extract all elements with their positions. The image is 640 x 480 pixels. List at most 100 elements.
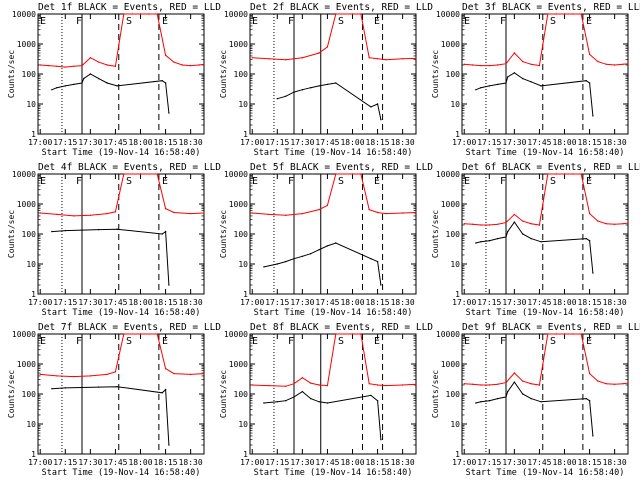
y-axis-label: Counts/sec [7,210,16,258]
x-tick-label: 17:45 [527,298,551,307]
detector-panel: Det 7f BLACK = Events, RED = LLD 1 10 100 10… [7,322,221,478]
panel-title: Det 4f BLACK = Events, RED = LLD [38,162,221,173]
y-axis-label: Counts/sec [219,210,228,258]
detector-panel: Det 9f BLACK = Events, RED = LLD 1 10 100 10… [431,322,640,478]
x-tick-label: 17:00 [28,458,52,467]
lld-series-point [335,173,337,175]
events-series-point [116,85,118,87]
region-label: E [252,16,258,27]
events-series-point [376,103,379,105]
x-axis-label: Start Time (19-Nov-14 16:58:40) [254,148,413,158]
lld-series-point [148,13,150,15]
lld-series-point [56,375,58,377]
lld-series-point [89,214,92,216]
events-series-point [301,390,304,393]
x-tick-label: 17:45 [315,138,339,147]
lld-series-point [513,213,516,216]
events-series-point [588,400,591,402]
x-tick-label: 18:15 [366,458,390,467]
lld-series-point [203,372,205,375]
y-axis-label: Counts/sec [7,370,16,418]
lld-series-point [156,13,158,15]
x-tick-label: 17:00 [452,138,476,147]
panel-title: Det 1f BLACK = Events, RED = LLD [38,2,221,13]
lld-series-point [530,383,532,385]
lld-series-point [538,64,541,67]
panel-title: Det 3f BLACK = Events, RED = LLD [462,2,640,13]
lld-series-point [203,63,205,65]
events-series-point [64,229,67,232]
events-series-point [505,82,507,84]
lld-series-point [198,64,200,66]
y-tick-label: 1000 [17,200,36,209]
events-series-point [168,112,170,114]
events-series-point [488,400,490,402]
lld-series-point [513,372,516,374]
x-tick-label: 17:30 [502,298,526,307]
y-tick-label: 1 [243,130,248,139]
lld-series-point [89,57,92,59]
events-series-point [276,98,278,100]
events-series-point [310,397,312,400]
region-label: S [338,16,344,27]
y-tick-label: 1 [31,130,36,139]
events-series-point [285,95,287,98]
lld-series-point [538,384,541,386]
lld-series-point [293,383,295,385]
events-series-point [585,397,587,400]
events-series-point [293,91,295,93]
x-axis-label: Start Time (19-Nov-14 16:58:40) [466,308,625,318]
lld-series-point [488,224,490,226]
lld-series-point [401,58,404,60]
lld-series-point [114,65,117,68]
region-label: E [586,176,592,187]
events-series-point [380,439,382,441]
y-tick-label: 10000 [12,330,36,339]
x-tick-label: 18:15 [578,298,602,307]
events-series-point [318,85,320,87]
lld-series-point [572,13,574,15]
panel-title: Det 8f BLACK = Events, RED = LLD [250,322,433,333]
events-series-point [51,230,53,233]
events-series-point [64,85,67,87]
region-label: E [586,336,592,347]
events-series-point [168,444,170,446]
x-tick-label: 18:30 [391,458,415,467]
y-tick-label: 100 [234,390,249,399]
events-series-point [497,237,499,240]
lld-series-line [464,13,629,67]
events-series-point [497,397,499,400]
events-series-line [51,228,170,286]
lld-series-point [385,59,387,61]
y-tick-label: 100 [446,230,461,239]
x-tick-label: 17:30 [290,298,314,307]
lld-series-point [613,383,616,385]
events-series-point [513,221,516,223]
region-label: S [550,336,556,347]
x-tick-label: 17:00 [452,458,476,467]
lld-series-point [588,53,591,56]
detector-panel: Det 6f BLACK = Events, RED = LLD 1 10 100 10… [431,162,640,318]
events-series-point [592,115,594,117]
events-series-point [475,242,477,244]
x-axis-label: Start Time (19-Nov-14 16:58:40) [42,308,201,318]
lld-series-point [376,384,379,386]
lld-series-point [301,212,304,215]
lld-series-point [189,212,192,215]
lld-series-point [181,64,183,66]
lld-series-line [252,333,417,387]
lld-series-point [360,13,362,15]
x-tick-label: 17:15 [53,458,77,467]
lld-series-point [401,212,404,214]
region-label: F [500,16,506,27]
region-label: E [374,336,380,347]
y-tick-label: 1 [455,450,460,459]
x-axis-label: Start Time (19-Nov-14 16:58:40) [254,308,413,318]
events-series-point [326,402,329,404]
x-tick-label: 17:15 [477,298,501,307]
lld-series-point [597,220,599,222]
region-label: F [288,16,294,27]
events-series-point [310,253,312,255]
x-tick-label: 18:00 [552,298,576,307]
events-series-point [276,263,278,265]
